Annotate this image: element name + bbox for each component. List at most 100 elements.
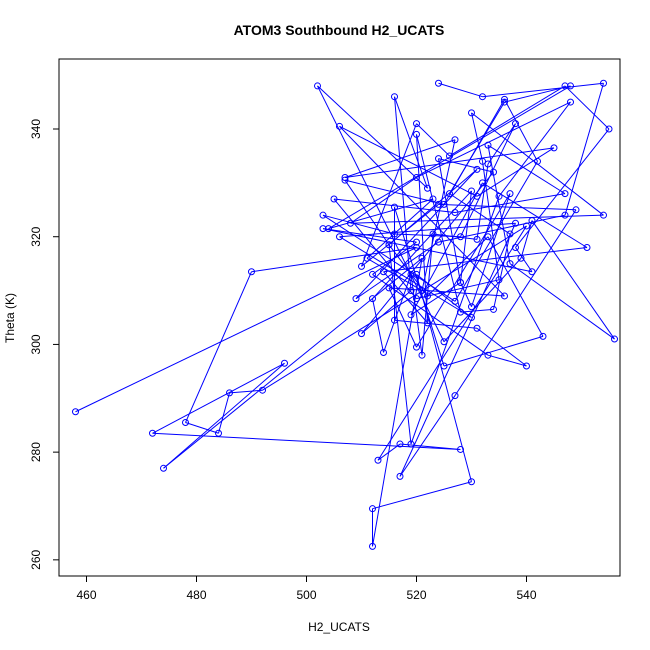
data-point bbox=[259, 386, 266, 394]
data-point bbox=[72, 408, 79, 416]
series-segment bbox=[339, 222, 516, 238]
data-point bbox=[490, 305, 497, 313]
data-point bbox=[396, 440, 404, 448]
data-point bbox=[550, 144, 558, 152]
data-point bbox=[396, 472, 404, 480]
data-point bbox=[363, 254, 371, 262]
series-segment bbox=[476, 163, 489, 240]
data-point bbox=[468, 109, 475, 117]
data-point bbox=[479, 93, 486, 101]
data-point bbox=[413, 130, 420, 138]
data-point bbox=[605, 125, 613, 133]
series-segment bbox=[75, 247, 417, 413]
data-point bbox=[429, 230, 437, 238]
data-point bbox=[418, 351, 426, 359]
data-point bbox=[484, 160, 492, 168]
series-segment bbox=[520, 220, 533, 259]
data-point bbox=[457, 233, 464, 241]
series-segment bbox=[185, 422, 219, 434]
data-point bbox=[380, 268, 387, 276]
data-point bbox=[369, 505, 376, 513]
data-point bbox=[561, 190, 569, 198]
data-point bbox=[248, 268, 255, 276]
data-point bbox=[523, 362, 530, 370]
data-point bbox=[446, 152, 453, 160]
series-segment bbox=[416, 193, 511, 348]
series-segment bbox=[438, 214, 566, 243]
data-point bbox=[501, 292, 508, 300]
series-segment bbox=[383, 271, 428, 324]
series-segment bbox=[372, 481, 472, 510]
data-point bbox=[512, 243, 519, 251]
data-point bbox=[451, 208, 459, 216]
data-point bbox=[501, 98, 508, 106]
series-segment bbox=[454, 161, 538, 302]
series-segment bbox=[564, 85, 610, 130]
series-line bbox=[75, 82, 615, 547]
data-point bbox=[479, 179, 486, 187]
series-segment bbox=[339, 125, 505, 297]
series-segment bbox=[399, 223, 516, 477]
data-point bbox=[567, 98, 574, 106]
series-segment bbox=[443, 335, 544, 367]
data-point bbox=[385, 241, 393, 249]
data-point bbox=[561, 211, 569, 219]
series-segment bbox=[383, 274, 412, 353]
series-segment bbox=[564, 83, 604, 216]
data-point bbox=[407, 287, 415, 295]
data-point bbox=[435, 79, 442, 87]
data-point bbox=[418, 254, 426, 262]
data-point bbox=[358, 330, 365, 338]
chart-title: ATOM3 Southbound H2_UCATS bbox=[234, 22, 445, 38]
series-segment bbox=[163, 257, 423, 469]
series-segment bbox=[460, 282, 472, 307]
data-point bbox=[336, 122, 343, 130]
data-point bbox=[325, 225, 332, 233]
data-point bbox=[407, 311, 415, 319]
data-point bbox=[457, 308, 464, 316]
x-tick-label: 540 bbox=[516, 588, 536, 602]
data-point bbox=[600, 211, 607, 219]
series-segment bbox=[388, 287, 417, 348]
series-segment bbox=[322, 214, 456, 302]
series-segment bbox=[443, 257, 522, 343]
series-segment bbox=[416, 134, 461, 313]
data-point bbox=[495, 192, 503, 200]
series-segment bbox=[504, 99, 538, 162]
data-point bbox=[457, 445, 464, 453]
data-point bbox=[528, 217, 536, 225]
data-point bbox=[506, 230, 514, 238]
series-segment bbox=[482, 82, 604, 98]
data-point bbox=[440, 362, 448, 370]
data-point bbox=[484, 351, 492, 359]
series-segment bbox=[372, 298, 384, 353]
series-segment bbox=[454, 209, 577, 396]
series-segment bbox=[471, 193, 511, 307]
series-segment bbox=[416, 274, 472, 318]
data-point bbox=[391, 203, 398, 211]
data-point bbox=[451, 136, 459, 144]
series-segment bbox=[344, 179, 390, 246]
y-tick-label: 280 bbox=[29, 442, 43, 462]
data-point bbox=[369, 270, 376, 278]
data-point bbox=[600, 79, 607, 87]
data-point bbox=[468, 303, 475, 311]
data-point bbox=[446, 190, 453, 198]
series-segment bbox=[229, 389, 263, 394]
series-segment bbox=[476, 147, 555, 197]
series-segment bbox=[460, 308, 494, 313]
series-segment bbox=[163, 362, 285, 469]
series-segment bbox=[355, 169, 478, 299]
data-point bbox=[336, 233, 343, 241]
data-point bbox=[330, 195, 338, 203]
data-point bbox=[484, 233, 492, 241]
series-segment bbox=[421, 139, 456, 291]
x-tick-label: 520 bbox=[406, 588, 426, 602]
series-segment bbox=[322, 214, 395, 235]
data-point bbox=[512, 120, 519, 128]
y-axis: 260 280 300 320 340 bbox=[29, 119, 59, 570]
data-point bbox=[358, 262, 365, 270]
data-point bbox=[413, 173, 420, 181]
data-point bbox=[583, 243, 591, 251]
